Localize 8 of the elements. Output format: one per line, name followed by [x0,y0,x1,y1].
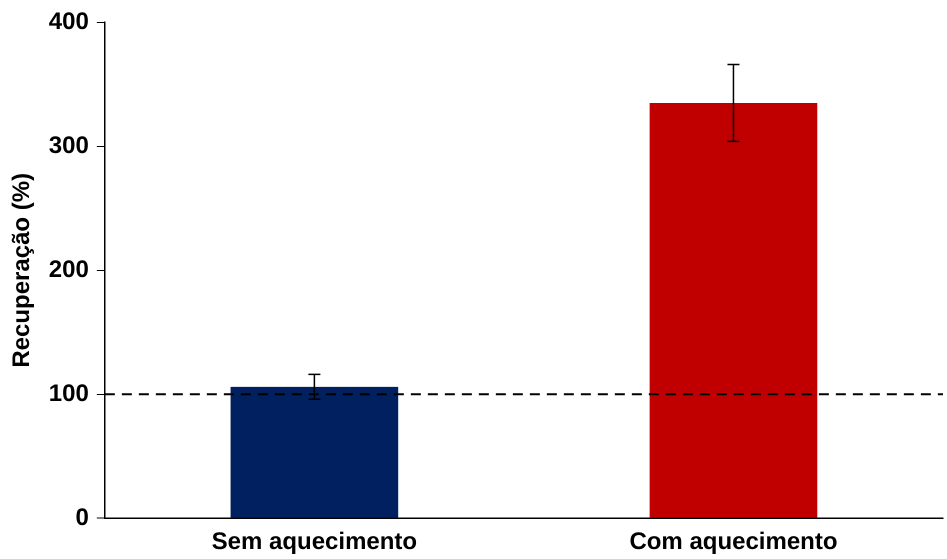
y-tick-label: 300 [48,132,89,159]
y-tick-label: 400 [48,8,89,36]
y-axis-title: Recuperação (%) [8,172,36,368]
y-tick-label: 0 [75,504,89,531]
x-tick-label: Com aquecimento [629,528,838,556]
x-tick-label: Sem aquecimento [212,528,418,556]
y-tick-label: 200 [48,256,89,283]
y-tick-label: 100 [48,380,89,407]
